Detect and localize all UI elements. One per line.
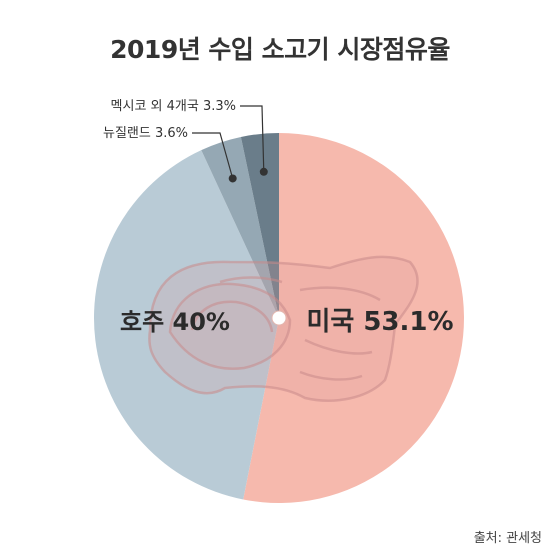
pie-slice-3 xyxy=(240,133,279,318)
leader-dot-2 xyxy=(228,174,237,183)
pie-slice-2 xyxy=(201,136,279,318)
chart-title: 2019년 수입 소고기 시장점유율 xyxy=(110,35,450,64)
slice-label-0: 미국 53.1% xyxy=(306,307,453,337)
leader-line-3 xyxy=(240,105,265,172)
slice-label-1: 호주 40% xyxy=(120,308,230,336)
steak-illustration xyxy=(148,255,419,402)
slice-label-2: 뉴질랜드 3.6% xyxy=(103,126,188,141)
leader-dot-3 xyxy=(259,167,268,176)
leader-line-2 xyxy=(192,132,234,179)
pie-slice-1 xyxy=(93,150,279,500)
source-note: 출처: 관세청 xyxy=(473,531,542,546)
slice-label-3: 멕시코 외 4개국 3.3% xyxy=(111,99,236,114)
pie-slice-0 xyxy=(243,133,464,503)
pie-slices xyxy=(93,133,464,503)
center-dot xyxy=(271,310,287,326)
